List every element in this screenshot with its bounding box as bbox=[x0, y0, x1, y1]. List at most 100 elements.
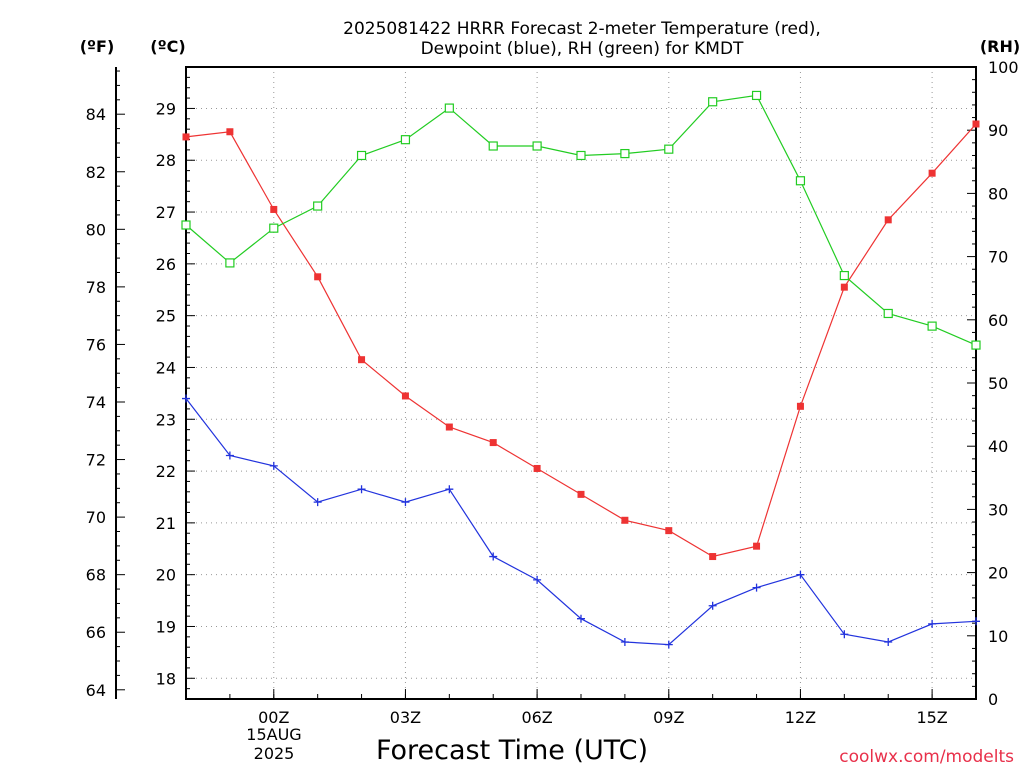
rh-tick-label: 20 bbox=[988, 564, 1008, 583]
series-layer bbox=[181, 90, 981, 649]
rh-point bbox=[532, 141, 542, 151]
rh-point bbox=[576, 150, 586, 161]
temperature-point bbox=[533, 464, 541, 472]
dewpoint-point bbox=[313, 498, 322, 507]
celsius-tick-label: 27 bbox=[156, 203, 176, 222]
rh-unit-label: (RH) bbox=[980, 37, 1020, 56]
dewpoint-point bbox=[620, 638, 629, 647]
rh-tick-label: 100 bbox=[988, 58, 1019, 77]
celsius-tick-label: 21 bbox=[156, 514, 176, 533]
dewpoint-point bbox=[489, 552, 498, 561]
temperature-point bbox=[796, 402, 804, 410]
watermark: coolwx.com/modelts bbox=[839, 747, 1014, 767]
dewpoint-line bbox=[185, 398, 977, 646]
date-label-year: 2025 bbox=[254, 744, 295, 763]
rh-point bbox=[356, 150, 367, 161]
title-line-1: 2025081422 HRRR Forecast 2-meter Tempera… bbox=[343, 19, 821, 39]
rh-tick-label: 60 bbox=[988, 311, 1008, 330]
fahrenheit-tick-label: 82 bbox=[86, 163, 106, 182]
dewpoint-point bbox=[840, 630, 849, 639]
temperature-point bbox=[182, 133, 190, 141]
dewpoint-point bbox=[708, 601, 717, 610]
rh-point bbox=[400, 135, 411, 145]
fahrenheit-tick-label: 68 bbox=[86, 566, 106, 585]
dewpoint-point bbox=[401, 498, 410, 507]
celsius-tick-label: 29 bbox=[156, 99, 176, 118]
rh-tick-label: 10 bbox=[988, 627, 1008, 646]
rh-tick-label: 30 bbox=[988, 500, 1008, 519]
dewpoint-point bbox=[357, 485, 366, 494]
rh-point bbox=[620, 148, 630, 159]
temperature-point bbox=[445, 423, 453, 431]
temperature-point bbox=[270, 205, 278, 213]
temperature-point bbox=[928, 169, 936, 177]
temperature-point bbox=[972, 120, 980, 128]
celsius-tick-label: 22 bbox=[156, 462, 176, 481]
gridlines bbox=[186, 67, 976, 699]
celsius-tick-label: 20 bbox=[156, 566, 176, 585]
fahrenheit-tick-label: 66 bbox=[86, 623, 106, 642]
rh-point bbox=[971, 340, 981, 350]
rh-point bbox=[313, 201, 323, 211]
x-tick-label: 15Z bbox=[916, 708, 947, 727]
dewpoint-point bbox=[928, 619, 937, 628]
fahrenheit-tick-label: 78 bbox=[86, 278, 106, 297]
celsius-tick-label: 24 bbox=[156, 358, 176, 377]
temperature-point bbox=[709, 553, 717, 561]
rh-point bbox=[751, 90, 762, 101]
x-tick-label: 03Z bbox=[390, 708, 421, 727]
rh-tick-label: 40 bbox=[988, 437, 1008, 456]
dewpoint-point bbox=[972, 617, 980, 626]
dewpoint-point bbox=[577, 614, 585, 623]
fahrenheit-tick-label: 74 bbox=[86, 393, 106, 412]
temperature-point bbox=[665, 527, 673, 535]
celsius-tick-label: 26 bbox=[156, 255, 176, 274]
dewpoint-point bbox=[884, 638, 893, 647]
temperature-point bbox=[226, 128, 234, 136]
x-tick-label: 06Z bbox=[521, 708, 552, 727]
rh-point bbox=[839, 270, 849, 281]
fahrenheit-tick-label: 84 bbox=[86, 105, 106, 124]
rh-tick-label: 90 bbox=[988, 121, 1008, 140]
fahrenheit-tick-label: 64 bbox=[86, 681, 106, 700]
rh-point bbox=[225, 258, 235, 268]
temperature-point bbox=[753, 542, 761, 550]
date-label-day: 15AUG bbox=[246, 725, 301, 744]
rh-tick-label: 50 bbox=[988, 374, 1008, 393]
celsius-unit-label: (ºC) bbox=[150, 37, 185, 56]
dewpoint-point bbox=[752, 583, 761, 592]
celsius-tick-label: 25 bbox=[156, 307, 176, 326]
temperature-point bbox=[358, 356, 366, 364]
fahrenheit-tick-label: 70 bbox=[86, 508, 106, 527]
rh-tick-label: 70 bbox=[988, 248, 1008, 267]
rh-point bbox=[181, 220, 191, 230]
fahrenheit-unit-label: (ºF) bbox=[80, 37, 115, 56]
title: 2025081422 HRRR Forecast 2-meter Tempera… bbox=[343, 19, 821, 59]
temperature-point bbox=[401, 392, 409, 400]
temperature-point bbox=[489, 439, 497, 447]
fahrenheit-tick-label: 76 bbox=[86, 335, 106, 354]
rh-point bbox=[927, 321, 937, 331]
dewpoint-point bbox=[445, 485, 454, 494]
rh-point bbox=[708, 97, 718, 107]
rh-tick-label: 0 bbox=[988, 690, 998, 709]
temperature-point bbox=[840, 283, 848, 291]
temperature-point bbox=[577, 490, 585, 498]
title-line-2: Dewpoint (blue), RH (green) for KMDT bbox=[421, 39, 744, 59]
dewpoint-point bbox=[533, 575, 542, 584]
plot-frame bbox=[185, 66, 977, 700]
fahrenheit-tick-label: 72 bbox=[86, 451, 106, 470]
rh-point bbox=[795, 176, 806, 186]
dewpoint-point bbox=[182, 394, 190, 403]
celsius-tick-label: 18 bbox=[156, 669, 176, 688]
temperature-point bbox=[621, 516, 629, 524]
dewpoint-point bbox=[664, 640, 673, 649]
x-tick-label: 12Z bbox=[785, 708, 816, 727]
rh-point bbox=[883, 308, 893, 319]
rh-tick-label: 80 bbox=[988, 184, 1008, 203]
celsius-tick-label: 28 bbox=[156, 151, 176, 170]
rh-point bbox=[444, 103, 454, 113]
dewpoint-point bbox=[225, 451, 234, 460]
rh-point bbox=[269, 223, 279, 233]
